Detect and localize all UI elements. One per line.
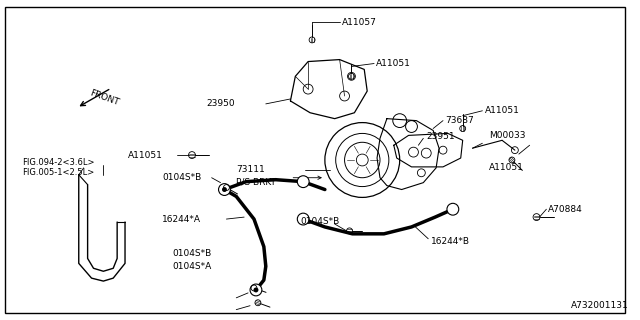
Text: FIG.005-1<2.5L>: FIG.005-1<2.5L>	[22, 168, 94, 177]
Text: A11051: A11051	[489, 164, 524, 172]
Text: 0104S*B: 0104S*B	[163, 173, 202, 182]
Text: 0104S*B: 0104S*B	[300, 217, 339, 226]
Text: FIG.094-2<3.6L>: FIG.094-2<3.6L>	[22, 158, 94, 167]
Text: A70884: A70884	[548, 205, 583, 214]
Text: 23950: 23950	[207, 100, 236, 108]
Circle shape	[250, 284, 262, 296]
Circle shape	[253, 287, 259, 292]
Text: 73687: 73687	[445, 116, 474, 125]
Circle shape	[298, 176, 309, 188]
Text: P/S BRKT: P/S BRKT	[236, 177, 276, 186]
Text: A11057: A11057	[342, 18, 376, 27]
Text: A11051: A11051	[485, 106, 520, 115]
Text: 23951: 23951	[426, 132, 455, 141]
Text: M00033: M00033	[489, 131, 526, 140]
Text: A732001131: A732001131	[571, 301, 628, 310]
Circle shape	[447, 203, 459, 215]
Text: 73111: 73111	[236, 165, 265, 174]
Text: 0104S*A: 0104S*A	[172, 262, 212, 271]
Text: 0104S*B: 0104S*B	[172, 249, 212, 258]
Circle shape	[222, 187, 227, 192]
Circle shape	[218, 184, 230, 196]
Text: A11051: A11051	[376, 59, 411, 68]
Text: 16244*A: 16244*A	[163, 215, 202, 224]
Text: 16244*B: 16244*B	[431, 237, 470, 246]
Circle shape	[298, 213, 309, 225]
Text: FRONT: FRONT	[88, 89, 120, 108]
Text: A11051: A11051	[128, 151, 163, 160]
